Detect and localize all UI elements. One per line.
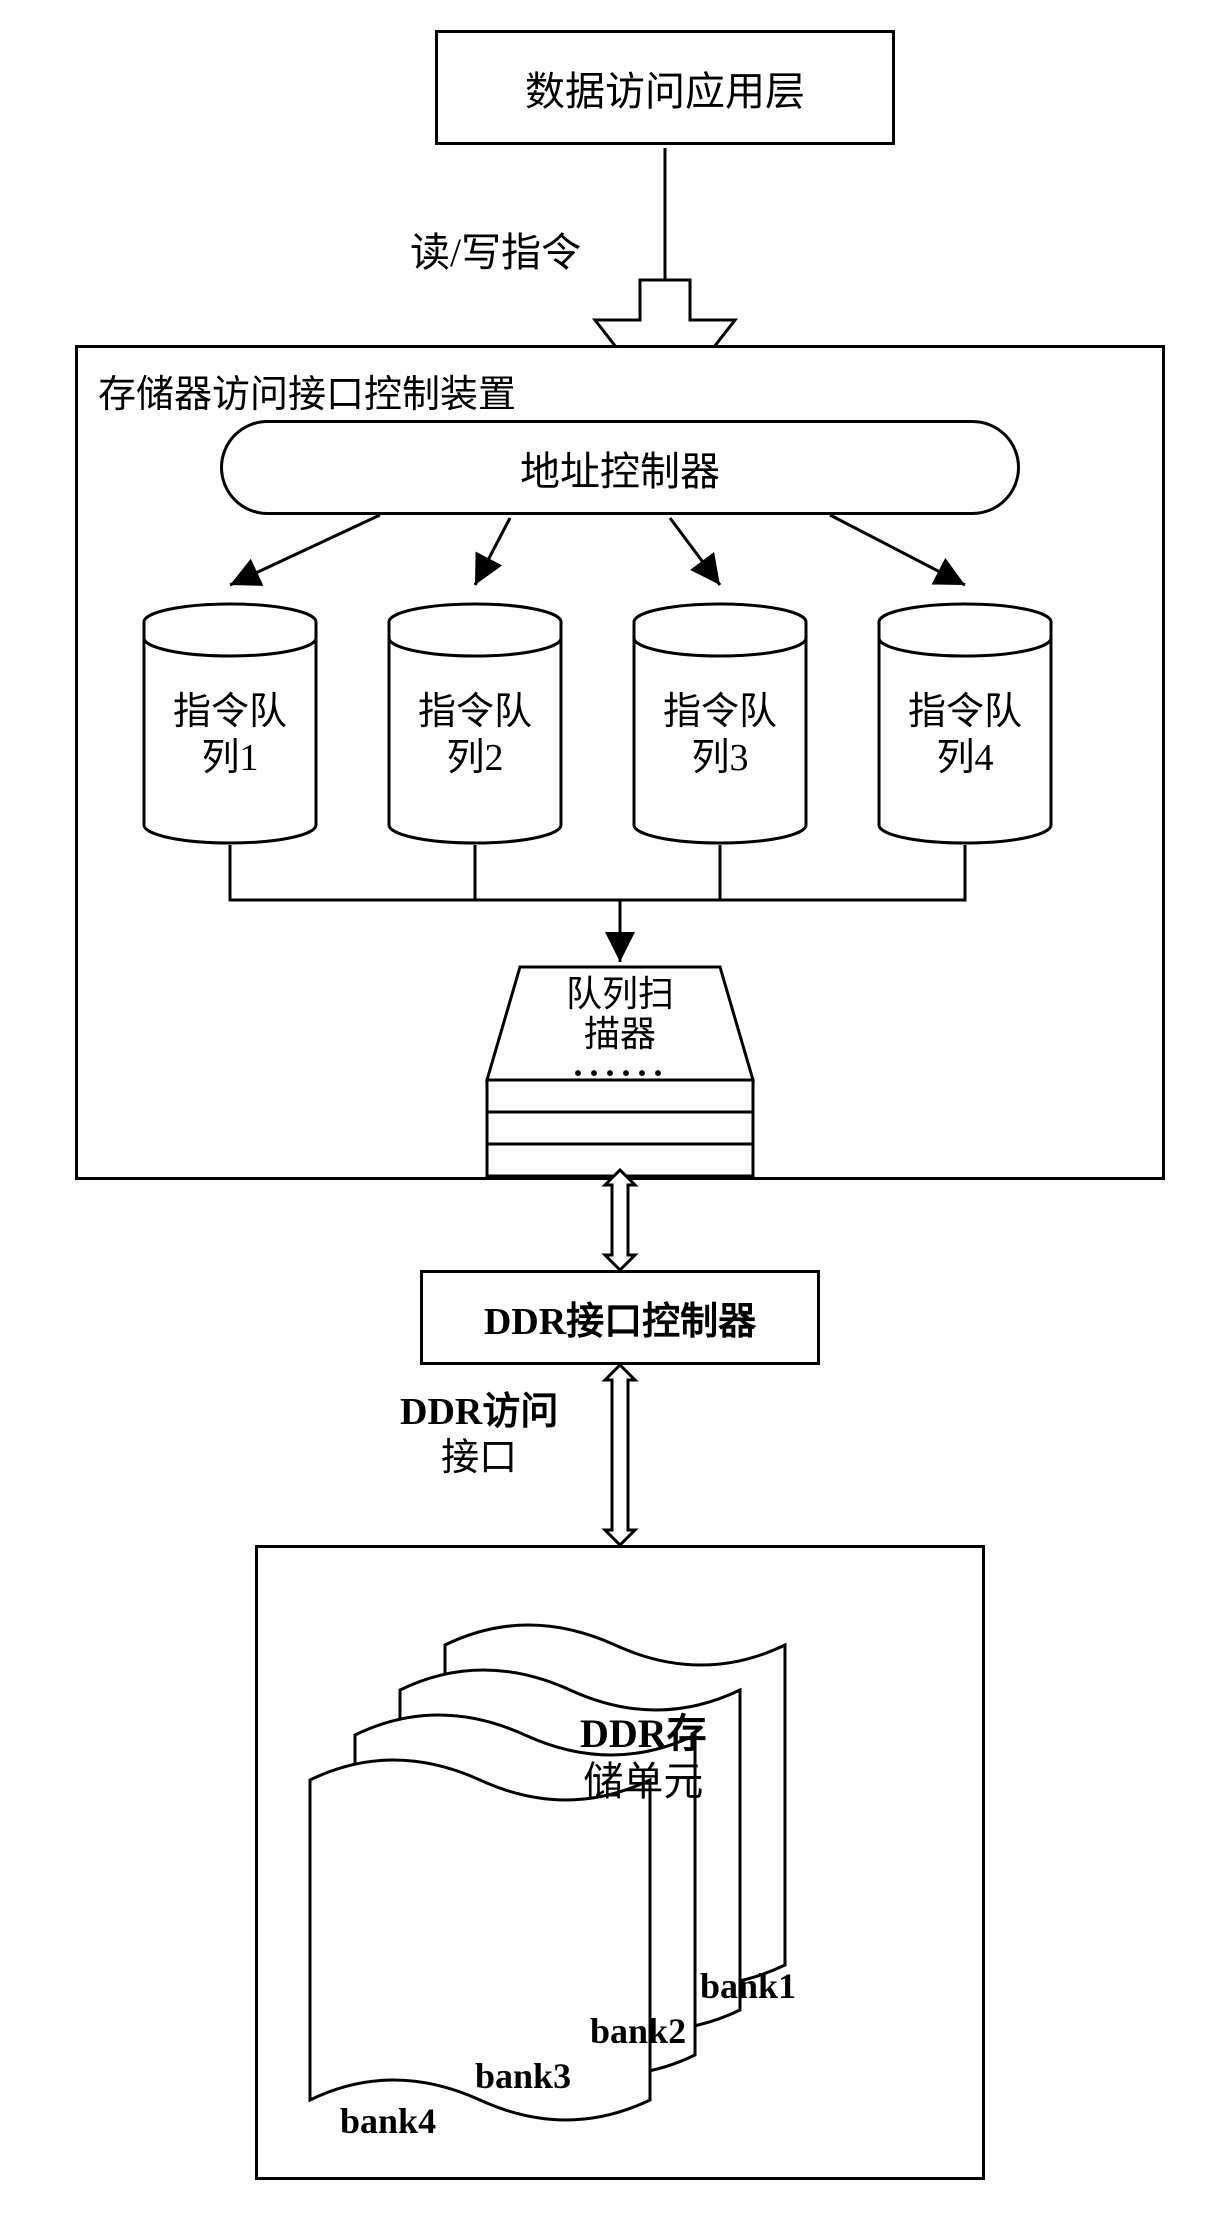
bank-stack: bank1 bank2 bank3 bank4	[305, 1595, 825, 2155]
bank2-label: bank2	[590, 2010, 686, 2052]
bank4-label: bank4	[340, 2100, 436, 2142]
ddr-if-arrow	[30, 30, 1198, 1570]
ddr-store-label: DDR存 储单元	[580, 1710, 707, 1806]
ddr-store-l1: DDR存	[580, 1711, 707, 1756]
memory-access-diagram: 数据访问应用层 读/写指令 存储器访问接口控制装置 地址控制器	[30, 30, 1198, 2204]
bank1-label: bank1	[700, 1965, 796, 2007]
ddr-store-l2: 储单元	[583, 1759, 703, 1804]
bank3-label: bank3	[475, 2055, 571, 2097]
